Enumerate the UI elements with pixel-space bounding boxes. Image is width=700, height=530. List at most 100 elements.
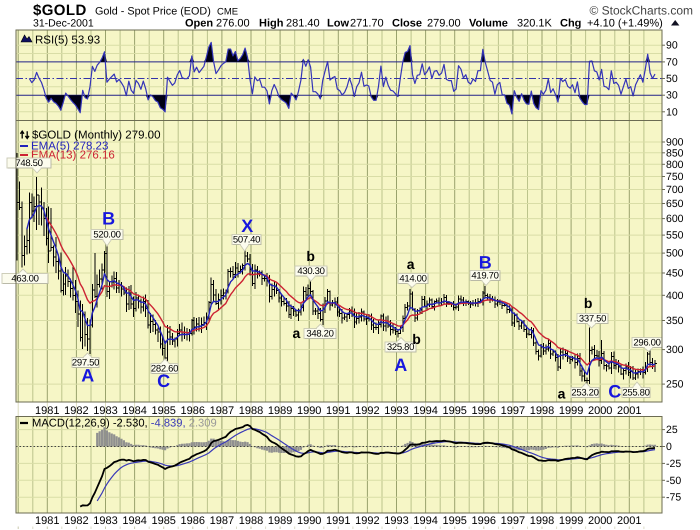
svg-text:b: b — [306, 248, 315, 264]
svg-text:1997: 1997 — [501, 405, 525, 417]
svg-text:X: X — [241, 216, 253, 236]
svg-text:600: 600 — [666, 213, 684, 225]
svg-text:1993: 1993 — [384, 405, 408, 417]
svg-text:550: 550 — [666, 230, 684, 242]
svg-text:1990: 1990 — [297, 515, 321, 527]
svg-text:B: B — [102, 209, 115, 229]
svg-text:296.00: 296.00 — [633, 337, 660, 348]
svg-text:b: b — [412, 331, 421, 347]
svg-text:1996: 1996 — [472, 405, 496, 417]
svg-text:1997: 1997 — [501, 515, 525, 527]
svg-text:1986: 1986 — [181, 405, 205, 417]
svg-text:850: 850 — [666, 147, 684, 159]
svg-text:1998: 1998 — [530, 515, 554, 527]
svg-text:279.00: 279.00 — [427, 18, 461, 30]
svg-text:b: b — [584, 295, 593, 311]
svg-text:C: C — [157, 371, 170, 391]
svg-text:1982: 1982 — [64, 405, 88, 417]
svg-text:-25: -25 — [666, 458, 681, 470]
svg-text:1985: 1985 — [151, 515, 175, 527]
svg-text:1981: 1981 — [35, 515, 59, 527]
svg-text:30: 30 — [666, 90, 678, 102]
svg-text:1987: 1987 — [210, 405, 234, 417]
svg-text:1989: 1989 — [268, 405, 292, 417]
svg-text:$GOLD: $GOLD — [33, 2, 87, 19]
svg-text:1987: 1987 — [210, 515, 234, 527]
svg-text:2001: 2001 — [617, 515, 641, 527]
svg-text:463.00: 463.00 — [11, 273, 38, 284]
svg-text:EMA(5) 278.23: EMA(5) 278.23 — [31, 141, 108, 153]
svg-text:Open: Open — [185, 18, 213, 30]
svg-text:282.60: 282.60 — [151, 363, 178, 374]
svg-text:1992: 1992 — [355, 515, 379, 527]
svg-text:-50: -50 — [666, 475, 681, 487]
svg-text:Low: Low — [327, 18, 349, 30]
svg-text:1982: 1982 — [64, 515, 88, 527]
svg-text:900: 900 — [666, 137, 684, 149]
svg-text:320.1K: 320.1K — [517, 18, 553, 30]
svg-text:A: A — [81, 365, 94, 385]
svg-text:271.70: 271.70 — [350, 18, 384, 30]
svg-text:1998: 1998 — [530, 405, 554, 417]
svg-text:a: a — [293, 325, 301, 341]
svg-text:Gold - Spot Price (EOD): Gold - Spot Price (EOD) — [95, 6, 211, 18]
svg-text:EMA(13) 276.16: EMA(13) 276.16 — [31, 149, 115, 161]
svg-text:253.20: 253.20 — [571, 387, 598, 398]
svg-text:High: High — [259, 18, 284, 30]
svg-text:1988: 1988 — [239, 515, 263, 527]
svg-text:507.40: 507.40 — [233, 234, 260, 245]
svg-text:276.00: 276.00 — [216, 18, 250, 30]
svg-text:1988: 1988 — [239, 405, 263, 417]
svg-text:B: B — [479, 253, 492, 273]
svg-text:© StockCharts.com: © StockCharts.com — [589, 4, 693, 18]
svg-text:2000: 2000 — [588, 405, 612, 417]
svg-text:1993: 1993 — [384, 515, 408, 527]
svg-text:70: 70 — [666, 56, 678, 68]
svg-text:419.70: 419.70 — [471, 270, 498, 281]
svg-text:90: 90 — [666, 40, 678, 52]
svg-text:255.80: 255.80 — [622, 387, 649, 398]
svg-text:50: 50 — [666, 73, 678, 85]
svg-text:a: a — [558, 386, 566, 402]
svg-text:MACD(12,26,9) -2.530, -4.839,: MACD(12,26,9) -2.530, -4.839, 2.309 — [32, 418, 217, 430]
svg-text:$GOLD (Monthly) 279.00: $GOLD (Monthly) 279.00 — [32, 130, 160, 142]
svg-text:400: 400 — [666, 290, 684, 302]
svg-text:1995: 1995 — [442, 405, 466, 417]
svg-text:C: C — [608, 382, 621, 402]
svg-text:1991: 1991 — [326, 405, 350, 417]
svg-text:2000: 2000 — [588, 515, 612, 527]
svg-text:1983: 1983 — [93, 405, 117, 417]
svg-text:1985: 1985 — [151, 405, 175, 417]
svg-text:CME: CME — [217, 7, 238, 18]
svg-text:1991: 1991 — [326, 515, 350, 527]
svg-text:300: 300 — [666, 344, 684, 356]
svg-text:10: 10 — [666, 106, 678, 118]
svg-text:297.50: 297.50 — [72, 357, 99, 368]
svg-text:1989: 1989 — [268, 515, 292, 527]
svg-text:430.30: 430.30 — [297, 266, 324, 277]
svg-text:350: 350 — [666, 315, 684, 327]
svg-text:325.80: 325.80 — [387, 342, 414, 353]
svg-text:650: 650 — [666, 198, 684, 210]
svg-text:1994: 1994 — [413, 515, 437, 527]
svg-text:-75: -75 — [666, 492, 681, 504]
svg-text:1981: 1981 — [35, 405, 59, 417]
svg-text:+4.10 (+1.49%): +4.10 (+1.49%) — [587, 18, 663, 30]
svg-text:Close: Close — [392, 18, 422, 30]
svg-text:2001: 2001 — [617, 405, 641, 417]
svg-text:1992: 1992 — [355, 405, 379, 417]
svg-text:250: 250 — [666, 379, 684, 391]
svg-text:1984: 1984 — [122, 405, 146, 417]
svg-text:1995: 1995 — [442, 515, 466, 527]
svg-text:0: 0 — [666, 441, 672, 453]
svg-text:500: 500 — [666, 248, 684, 260]
svg-text:31-Dec-2001: 31-Dec-2001 — [33, 18, 94, 30]
svg-text:Chg: Chg — [560, 18, 581, 30]
svg-text:348.20: 348.20 — [306, 328, 333, 339]
svg-text:450: 450 — [666, 268, 684, 280]
svg-text:520.00: 520.00 — [93, 229, 120, 240]
svg-text:281.40: 281.40 — [286, 18, 320, 30]
svg-text:337.50: 337.50 — [579, 313, 606, 324]
svg-text:1999: 1999 — [559, 405, 583, 417]
svg-text:1999: 1999 — [559, 515, 583, 527]
